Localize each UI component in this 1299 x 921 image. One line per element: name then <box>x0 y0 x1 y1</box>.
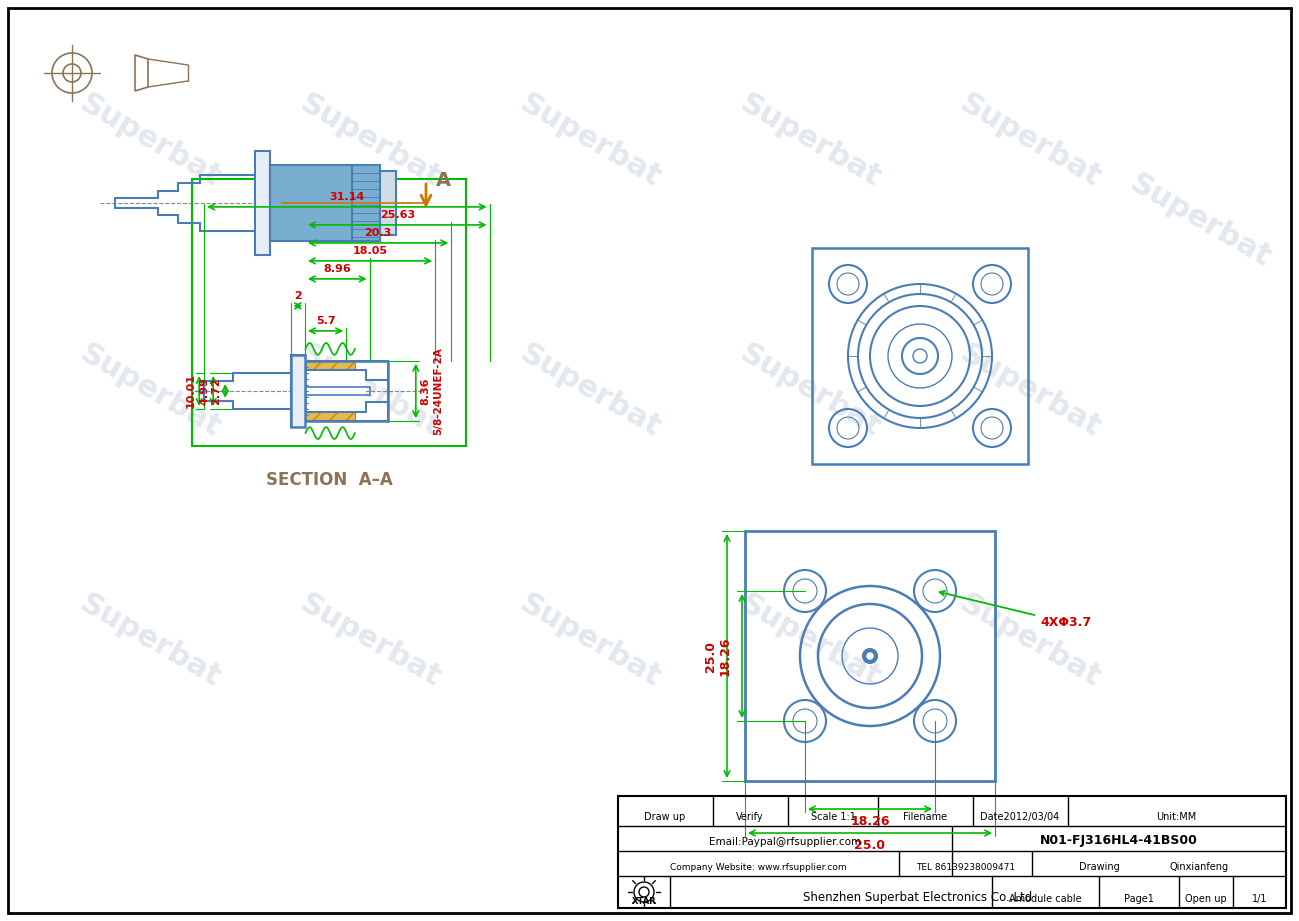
Text: Superbat: Superbat <box>955 589 1105 693</box>
Text: 25.63: 25.63 <box>379 210 414 220</box>
Text: Superbat: Superbat <box>955 89 1105 193</box>
Text: 8.96: 8.96 <box>323 264 351 274</box>
Text: Drawing: Drawing <box>1078 862 1120 872</box>
Text: Scale 1:1: Scale 1:1 <box>811 812 856 822</box>
Bar <box>305 391 356 421</box>
Text: 31.14: 31.14 <box>329 192 365 202</box>
Text: Filename: Filename <box>903 812 947 822</box>
Text: Superbat: Superbat <box>734 589 886 693</box>
Text: Superbat: Superbat <box>514 339 665 443</box>
Text: 2.72: 2.72 <box>212 378 221 404</box>
Bar <box>291 355 305 427</box>
Text: Superbat: Superbat <box>1125 169 1276 273</box>
Bar <box>255 151 270 255</box>
Text: Superbat: Superbat <box>295 89 446 193</box>
Text: 25.0: 25.0 <box>704 640 717 671</box>
Text: Draw up: Draw up <box>644 812 686 822</box>
Bar <box>352 165 381 241</box>
Text: Amodule cable: Amodule cable <box>1009 894 1082 904</box>
Bar <box>618 796 1286 908</box>
Bar <box>305 370 366 412</box>
Text: 18.26: 18.26 <box>851 815 890 828</box>
Text: 8.36: 8.36 <box>421 378 431 404</box>
Text: 4.99: 4.99 <box>199 377 209 405</box>
Text: 5.7: 5.7 <box>316 316 335 326</box>
Text: 4XΦ3.7: 4XΦ3.7 <box>939 591 1091 629</box>
Circle shape <box>863 649 877 663</box>
Text: Superbat: Superbat <box>734 89 886 193</box>
Text: 10.01: 10.01 <box>186 374 195 409</box>
Text: SECTION  A–A: SECTION A–A <box>265 472 392 489</box>
Text: Company Website: www.rfsupplier.com: Company Website: www.rfsupplier.com <box>670 863 847 872</box>
Text: 18.26: 18.26 <box>720 636 733 676</box>
Bar <box>746 531 995 781</box>
Text: Qinxianfeng: Qinxianfeng <box>1169 862 1229 872</box>
Text: Superbat: Superbat <box>514 89 665 193</box>
Text: Open up: Open up <box>1185 894 1226 904</box>
Text: A: A <box>436 171 451 191</box>
Text: Superbat: Superbat <box>734 339 886 443</box>
Text: Superbat: Superbat <box>955 339 1105 443</box>
Text: Superbat: Superbat <box>74 589 226 693</box>
Text: Unit:MM: Unit:MM <box>1156 812 1196 822</box>
Bar <box>305 361 356 391</box>
Text: TEL 86139238009471: TEL 86139238009471 <box>916 863 1015 872</box>
Bar <box>291 355 305 427</box>
Text: 20.3: 20.3 <box>365 227 392 238</box>
Bar <box>812 248 1028 464</box>
Text: Superbat: Superbat <box>295 589 446 693</box>
Bar <box>381 171 396 235</box>
Bar <box>270 165 352 241</box>
Text: Verify: Verify <box>737 812 764 822</box>
Text: 5/8-24UNEF-2A: 5/8-24UNEF-2A <box>433 347 443 435</box>
Text: Superbat: Superbat <box>514 589 665 693</box>
Text: Email:Paypal@rfsupplier.com: Email:Paypal@rfsupplier.com <box>709 837 861 847</box>
Text: Shenzhen Superbat Electronics Co.,Ltd: Shenzhen Superbat Electronics Co.,Ltd <box>803 891 1033 904</box>
Text: N01-FJ316HL4-41BS00: N01-FJ316HL4-41BS00 <box>1040 834 1198 847</box>
Circle shape <box>866 653 873 659</box>
Bar <box>192 179 466 446</box>
Text: Page1: Page1 <box>1124 894 1154 904</box>
Text: 2: 2 <box>294 291 301 301</box>
Text: Superbat: Superbat <box>295 339 446 443</box>
Text: Date2012/03/04: Date2012/03/04 <box>981 812 1060 822</box>
Text: 1/1: 1/1 <box>1251 894 1267 904</box>
Text: Superbat: Superbat <box>74 89 226 193</box>
Text: XTAR: XTAR <box>631 897 656 906</box>
Text: Superbat: Superbat <box>74 339 226 443</box>
Text: 18.05: 18.05 <box>352 246 387 256</box>
Text: 25.0: 25.0 <box>855 839 886 852</box>
